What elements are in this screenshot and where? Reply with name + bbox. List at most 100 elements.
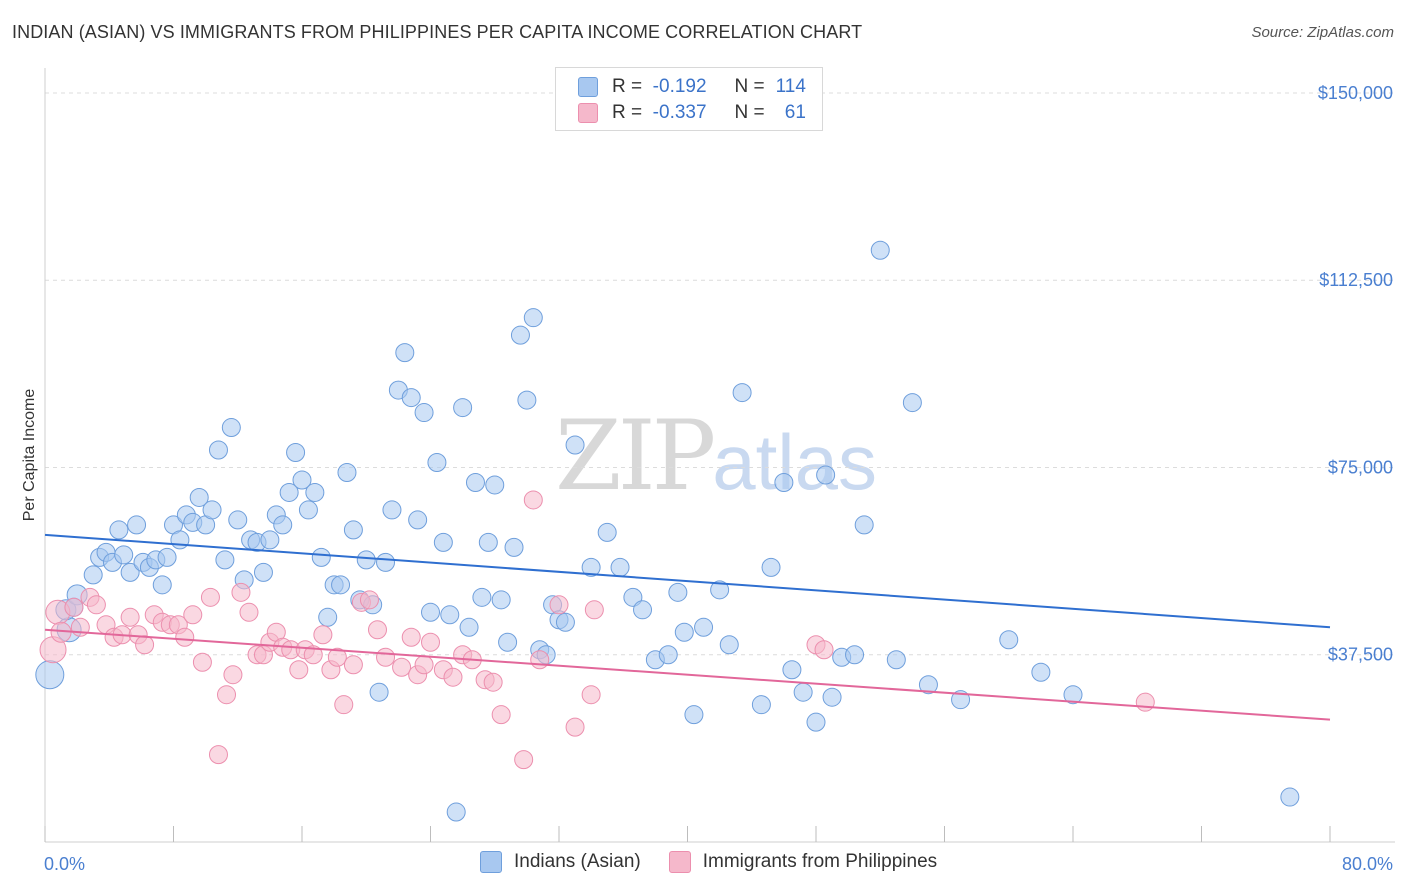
point-philippines (289, 660, 309, 680)
point-indians (674, 622, 694, 642)
x-tick-label: 80.0% (1342, 854, 1393, 874)
point-philippines (303, 645, 323, 665)
point-indians (510, 325, 530, 345)
point-indians (298, 500, 318, 520)
point-philippines (1135, 692, 1155, 712)
point-indians (668, 582, 688, 602)
point-indians (35, 660, 65, 690)
point-indians (459, 617, 479, 637)
point-indians (401, 388, 421, 408)
point-indians (421, 602, 440, 622)
point-indians (918, 675, 938, 695)
point-indians (292, 470, 312, 490)
point-indians (1280, 787, 1300, 807)
series-legend-philippines: Immigrants from Philippines (668, 851, 938, 873)
point-indians (845, 645, 865, 665)
watermark-zip: ZIP (555, 400, 716, 512)
point-philippines (64, 597, 84, 617)
axes (44, 68, 1395, 843)
series-label-philippines: Immigrants from Philippines (702, 851, 938, 872)
point-indians (478, 532, 498, 552)
point-philippines (239, 602, 259, 622)
point-philippines (183, 605, 203, 625)
point-indians (382, 500, 402, 520)
point-philippines (217, 685, 237, 705)
point-indians (999, 630, 1019, 650)
series-legend: Indians (Asian) Immigrants from Philippi… (480, 851, 965, 873)
point-indians (318, 607, 338, 627)
point-indians (517, 390, 537, 410)
data-points (35, 240, 1300, 822)
point-indians (719, 635, 739, 655)
point-indians (610, 557, 630, 577)
series-legend-indians: Indians (Asian) (480, 851, 641, 873)
legend-swatch-blue (578, 77, 598, 97)
point-philippines (208, 745, 228, 765)
legend: R = -0.192 N = 114 R = -0.337 N = 61 (555, 67, 823, 131)
point-philippines (200, 587, 220, 607)
tick-labels: $37,500 $75,000 $112,500 $150,000 0.0% 80.0% (44, 83, 1393, 874)
point-philippines (421, 632, 440, 652)
point-indians (555, 612, 575, 632)
point-indians (127, 515, 147, 535)
point-philippines (313, 625, 333, 645)
point-philippines (376, 647, 396, 667)
point-philippines (483, 672, 503, 692)
point-indians (806, 712, 826, 732)
point-indians (331, 575, 351, 595)
legend-swatch-pink (578, 103, 598, 123)
point-indians (658, 645, 678, 665)
point-indians (189, 487, 209, 507)
point-indians (694, 617, 714, 637)
y-tick-label: $150,000 (1318, 83, 1393, 103)
point-indians (1031, 662, 1051, 682)
y-axis-label: Per Capita Income (21, 389, 38, 522)
point-philippines (86, 595, 106, 615)
point-indians (498, 632, 518, 652)
point-indians (902, 393, 922, 413)
y-tick-label: $37,500 (1328, 645, 1393, 665)
legend-r-value: -0.337 (652, 102, 707, 123)
point-indians (816, 465, 836, 485)
point-indians (273, 515, 293, 535)
point-philippines (367, 620, 387, 640)
point-indians (157, 547, 177, 567)
y-tick-label: $112,500 (1319, 270, 1393, 290)
series-swatch-pink (668, 851, 691, 873)
point-indians (376, 552, 396, 572)
series-swatch-blue (480, 851, 502, 873)
point-indians (732, 383, 752, 403)
point-philippines (392, 657, 412, 677)
point-indians (870, 240, 890, 260)
point-philippines (175, 627, 195, 647)
point-indians (228, 510, 248, 530)
point-indians (633, 600, 653, 620)
point-indians (408, 510, 428, 530)
point-indians (279, 482, 299, 502)
point-philippines (327, 647, 347, 667)
point-indians (433, 532, 453, 552)
watermark: ZIPatlas (555, 400, 877, 512)
legend-n-value: 114 (775, 76, 806, 97)
legend-row-indians: R = -0.192 N = 114 (578, 75, 806, 99)
point-philippines (192, 652, 212, 672)
source-credit: Source: ZipAtlas.com (1251, 24, 1394, 41)
legend-n-label: N = (734, 102, 765, 123)
point-indians (286, 443, 306, 463)
point-indians (951, 690, 971, 710)
point-indians (491, 590, 511, 610)
point-philippines (530, 650, 550, 670)
point-indians (523, 308, 543, 328)
legend-r-label: R = (612, 102, 643, 123)
point-philippines (581, 685, 601, 705)
point-indians (822, 687, 842, 707)
point-indians (152, 575, 172, 595)
point-indians (260, 530, 280, 550)
point-philippines (414, 655, 434, 675)
trend-lines (44, 533, 1331, 721)
point-indians (751, 695, 771, 715)
point-indians (221, 418, 241, 438)
trend-line-philippines (44, 628, 1331, 721)
legend-r-value: -0.192 (652, 76, 707, 97)
x-tick-label: 0.0% (44, 854, 85, 874)
